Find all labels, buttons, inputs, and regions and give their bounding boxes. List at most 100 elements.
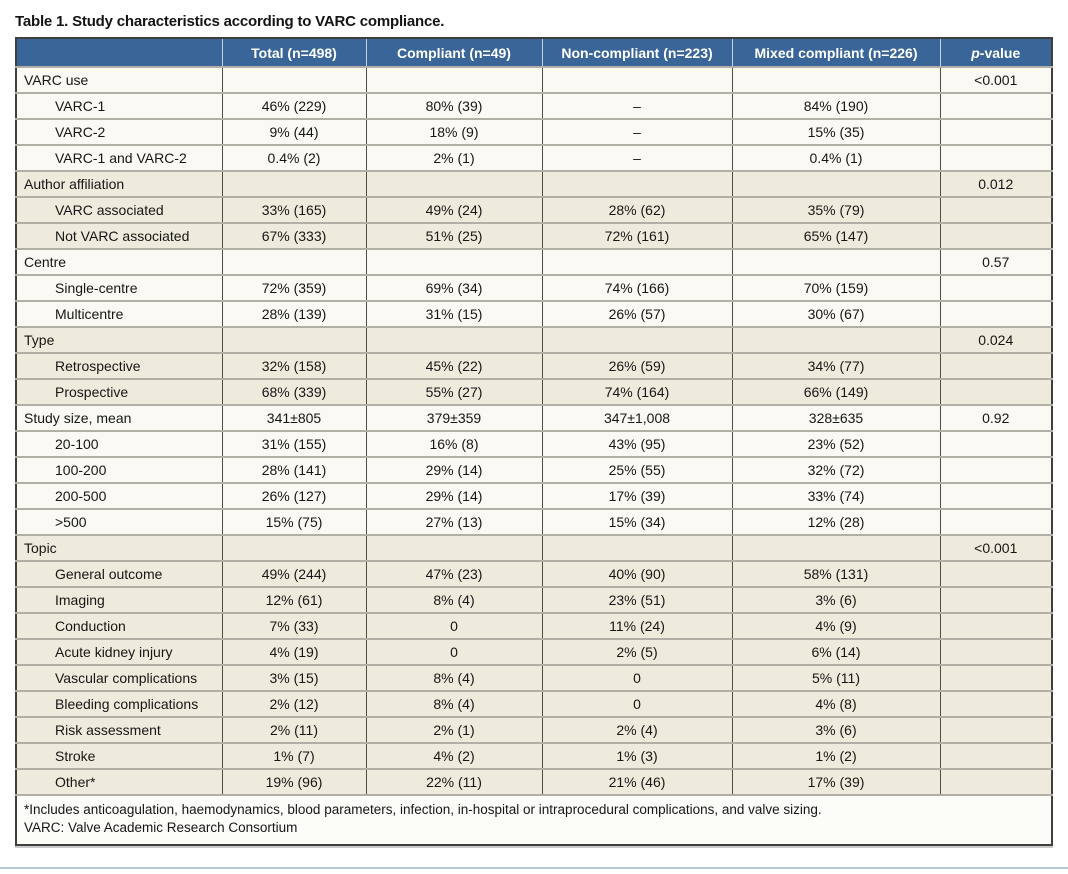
row-label-sub: Prospective (16, 378, 222, 405)
data-cell: 46% (229) (221, 92, 366, 119)
data-cell: 2% (1) (365, 144, 542, 171)
data-cell: 341±805 (221, 404, 366, 431)
row-label-sub: Acute kidney injury (16, 638, 222, 665)
p-value-cell (939, 378, 1052, 405)
data-cell: 0.4% (2) (221, 144, 366, 171)
data-cell: 29% (14) (365, 482, 542, 509)
row-label-group: Study size, mean (16, 404, 222, 431)
data-cell: 70% (159) (731, 274, 940, 301)
p-value-rest: -value (979, 44, 1021, 61)
data-cell (731, 170, 940, 197)
data-cell: 328±635 (731, 404, 940, 431)
data-cell: 22% (11) (365, 768, 542, 795)
column-header-compliant: Compliant (n=49) (365, 38, 542, 67)
table-row: Study size, mean 341±805 379±359 347±1,008 3… (16, 404, 1052, 431)
data-cell: 21% (46) (541, 768, 732, 795)
data-cell: 47% (23) (365, 560, 542, 587)
data-cell: 67% (333) (221, 222, 366, 249)
row-label-group: Centre (16, 248, 222, 275)
data-cell: 55% (27) (365, 378, 542, 405)
data-cell: 23% (52) (731, 430, 940, 457)
data-cell: 74% (164) (541, 378, 732, 405)
data-cell (365, 534, 542, 561)
p-value-cell (939, 586, 1052, 613)
p-value-cell (939, 612, 1052, 639)
data-cell: 347±1,008 (541, 404, 732, 431)
table-row: Risk assessment 2% (11) 2% (1) 2% (4) 3% (6) (16, 716, 1052, 743)
p-value-cell (939, 352, 1052, 379)
data-cell: 26% (127) (221, 482, 366, 509)
table-row: 100-200 28% (141) 29% (14) 25% (55) 32% (72) (16, 456, 1052, 483)
data-cell: 12% (28) (731, 508, 940, 535)
data-cell (541, 66, 732, 93)
table-row: Vascular complications 3% (15) 8% (4) 0 5% (… (16, 664, 1052, 691)
data-cell: 66% (149) (731, 378, 940, 405)
p-value-cell (939, 144, 1052, 171)
data-cell: 2% (12) (221, 690, 366, 717)
row-label-sub: Stroke (16, 742, 222, 769)
table-row: >500 15% (75) 27% (13) 15% (34) 12% (28) (16, 508, 1052, 535)
table-row: Multicentre 28% (139) 31% (15) 26% (57) 30% … (16, 300, 1052, 327)
data-cell: 379±359 (365, 404, 542, 431)
data-cell: 17% (39) (731, 768, 940, 795)
footnote-cell: *Includes anticoagulation, haemodynamics… (16, 793, 1052, 846)
data-cell: 8% (4) (365, 586, 542, 613)
p-value-cell (939, 768, 1052, 795)
row-label-group: Topic (16, 534, 222, 561)
row-label-group: VARC use (16, 66, 222, 93)
data-cell: 72% (161) (541, 222, 732, 249)
row-label-sub: Bleeding complications (16, 690, 222, 717)
data-cell: – (541, 144, 732, 171)
data-cell (541, 170, 732, 197)
data-cell: 9% (44) (221, 118, 366, 145)
data-cell: 4% (2) (365, 742, 542, 769)
row-label-sub: Single-centre (16, 274, 222, 301)
data-cell: 28% (62) (541, 196, 732, 223)
row-label-sub: Not VARC associated (16, 222, 222, 249)
row-label-sub: Retrospective (16, 352, 222, 379)
data-cell: 0 (365, 638, 542, 665)
data-cell: 3% (15) (221, 664, 366, 691)
data-cell: 6% (14) (731, 638, 940, 665)
data-cell: 65% (147) (731, 222, 940, 249)
table-row: Acute kidney injury 4% (19) 0 2% (5) 6% (14) (16, 638, 1052, 665)
row-label-sub: General outcome (16, 560, 222, 587)
table-row: General outcome 49% (244) 47% (23) 40% (90)… (16, 560, 1052, 587)
table-row: Type 0.024 (16, 326, 1052, 353)
data-cell: 0 (541, 690, 732, 717)
row-label-sub: Multicentre (16, 300, 222, 327)
column-header-noncompliant: Non-compliant (n=223) (541, 38, 732, 67)
p-value-cell (939, 222, 1052, 249)
data-cell: 5% (11) (731, 664, 940, 691)
data-cell: 28% (139) (221, 300, 366, 327)
table-header: Total (n=498) Compliant (n=49) Non-compl… (16, 38, 1052, 67)
p-value-cell (939, 300, 1052, 327)
p-value-cell (939, 482, 1052, 509)
data-cell: 0 (365, 612, 542, 639)
data-cell (365, 170, 542, 197)
data-cell: 72% (359) (221, 274, 366, 301)
data-cell (731, 534, 940, 561)
data-cell: 49% (244) (221, 560, 366, 587)
data-cell (221, 170, 366, 197)
data-cell: 31% (155) (221, 430, 366, 457)
data-cell: 4% (8) (731, 690, 940, 717)
row-label-group: Author affiliation (16, 170, 222, 197)
row-label-sub: >500 (16, 508, 222, 535)
row-label-sub: Other* (16, 768, 222, 795)
table-row: Not VARC associated 67% (333) 51% (25) 72% … (16, 222, 1052, 249)
data-cell: – (541, 118, 732, 145)
footnote-row: *Includes anticoagulation, haemodynamics… (16, 793, 1052, 846)
p-value-cell (939, 118, 1052, 145)
table-body: VARC use <0.001 VARC-1 46% (229) 80% (39) –84… (16, 66, 1052, 795)
p-value-cell (939, 196, 1052, 223)
table-row: Author affiliation 0.012 (16, 170, 1052, 197)
data-cell: 16% (8) (365, 430, 542, 457)
data-cell (731, 326, 940, 353)
table-row: Centre 0.57 (16, 248, 1052, 275)
p-value-cell (939, 638, 1052, 665)
table-row: Retrospective 32% (158) 45% (22) 26% (59) 34… (16, 352, 1052, 379)
column-header-p-value: p-value (939, 38, 1052, 67)
data-cell (541, 326, 732, 353)
table-row: Bleeding complications 2% (12) 8% (4) 0 4% (… (16, 690, 1052, 717)
